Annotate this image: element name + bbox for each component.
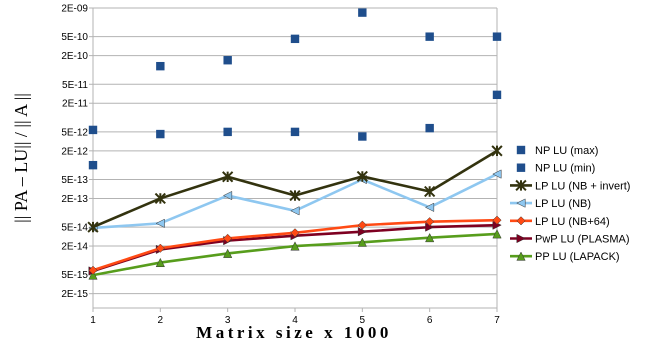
legend-item: NP LU (max) xyxy=(516,145,598,157)
data-point xyxy=(357,220,367,230)
data-point xyxy=(88,160,98,170)
data-point xyxy=(358,132,367,141)
data-point xyxy=(88,125,98,135)
data-point xyxy=(223,233,233,243)
data-point xyxy=(155,218,165,228)
y-tick-label: 2E-10 xyxy=(61,51,88,62)
data-point xyxy=(222,190,233,201)
y-tick-label: 5E-11 xyxy=(62,80,88,91)
legend-item: NP LU (min) xyxy=(516,163,595,175)
y-tick-label: 2E-11 xyxy=(62,99,88,110)
legend-item: LP LU (NB) xyxy=(510,198,591,210)
series-np-lu-max xyxy=(88,8,502,135)
legend-marker xyxy=(516,198,526,208)
data-point xyxy=(425,217,435,227)
legend-label: PP LU (LAPACK) xyxy=(535,251,620,263)
series-lp-lu-nb-64 xyxy=(88,215,502,275)
data-point xyxy=(155,257,165,268)
y-tick-label: 2E-12 xyxy=(61,146,88,157)
legend-marker xyxy=(516,233,526,244)
data-point xyxy=(156,61,165,71)
data-point xyxy=(491,145,503,157)
data-point xyxy=(290,34,300,44)
legend-marker xyxy=(515,179,527,192)
x-axis-title: Matrix size x 1000 xyxy=(196,323,392,342)
legend-marker xyxy=(516,145,526,155)
data-point xyxy=(222,171,234,183)
legend-label: LP LU (NB) xyxy=(535,198,591,210)
data-point xyxy=(424,202,435,212)
x-tick-label: 4 xyxy=(292,315,298,326)
legend-item: PP LU (LAPACK) xyxy=(510,251,620,263)
x-tick-label: 6 xyxy=(427,315,433,326)
data-point xyxy=(289,189,301,202)
data-point xyxy=(156,129,165,139)
data-point xyxy=(87,221,99,233)
x-tick-label: 5 xyxy=(360,315,366,326)
data-point xyxy=(492,169,502,179)
legend-label: LP LU (NB + invert) xyxy=(535,180,630,192)
data-point xyxy=(155,243,165,253)
y-tick-label: 2E-15 xyxy=(61,289,88,300)
y-tick-label: 5E-15 xyxy=(61,270,88,281)
data-point xyxy=(223,127,232,137)
legend-item: LP LU (NB + invert) xyxy=(510,179,630,192)
y-tick-label: 5E-10 xyxy=(61,32,88,43)
legend-label: PwP LU (PLASMA) xyxy=(535,234,630,246)
legend-marker xyxy=(516,251,526,261)
data-point xyxy=(358,8,367,17)
legend-item: PwP LU (PLASMA) xyxy=(510,234,630,246)
data-point xyxy=(356,170,368,183)
series-line xyxy=(92,232,498,277)
legend-label: NP LU (min) xyxy=(535,163,595,175)
data-point xyxy=(424,185,436,198)
data-point xyxy=(492,215,502,225)
series-lp-lu-nb-invert xyxy=(87,145,503,233)
series-line xyxy=(92,149,498,229)
data-point xyxy=(290,206,300,216)
data-point xyxy=(290,241,300,251)
data-point xyxy=(357,237,367,247)
data-point xyxy=(290,127,300,137)
data-point xyxy=(88,270,98,280)
legend-item: LP LU (NB+64) xyxy=(510,216,610,228)
data-point xyxy=(290,228,300,238)
data-point xyxy=(425,123,434,133)
series-pp-lu-lapack xyxy=(88,229,502,280)
data-point xyxy=(223,248,233,258)
y-tick-label: 5E-13 xyxy=(61,175,88,186)
data-point xyxy=(492,32,502,41)
x-tick-label: 7 xyxy=(494,315,500,326)
data-point xyxy=(492,90,502,100)
data-point xyxy=(88,265,98,275)
y-tick-label: 5E-12 xyxy=(61,127,88,138)
legend-label: NP LU (max) xyxy=(535,145,598,157)
axes: 2E-09 5E-10 2E-10 5E-11 2E-11 5E-12 2E-12 5E-13… xyxy=(61,4,500,327)
legend-marker xyxy=(516,216,526,226)
legend: NP LU (max) NP LU (min) LP LU (NB + invert… xyxy=(510,145,630,263)
y-tick-label: 5E-14 xyxy=(61,223,88,234)
y-tick-label: 2E-14 xyxy=(61,242,88,253)
data-point xyxy=(154,192,166,205)
data-point xyxy=(492,229,502,239)
data-point xyxy=(425,232,435,243)
legend-label: LP LU (NB+64) xyxy=(535,216,610,228)
series-np-lu-min xyxy=(88,90,502,170)
x-tick-label: 2 xyxy=(158,315,164,326)
y-axis-title: || PA – LU|| / || A || xyxy=(11,93,31,223)
y-tick-label: 2E-09 xyxy=(61,4,88,15)
x-tick-label: 3 xyxy=(225,315,231,326)
series-plot-area xyxy=(87,8,503,280)
data-point xyxy=(223,56,232,65)
data-point xyxy=(425,32,434,41)
legend-marker xyxy=(516,163,526,172)
x-tick-label: 1 xyxy=(90,315,96,326)
y-tick-label: 2E-13 xyxy=(61,194,88,205)
